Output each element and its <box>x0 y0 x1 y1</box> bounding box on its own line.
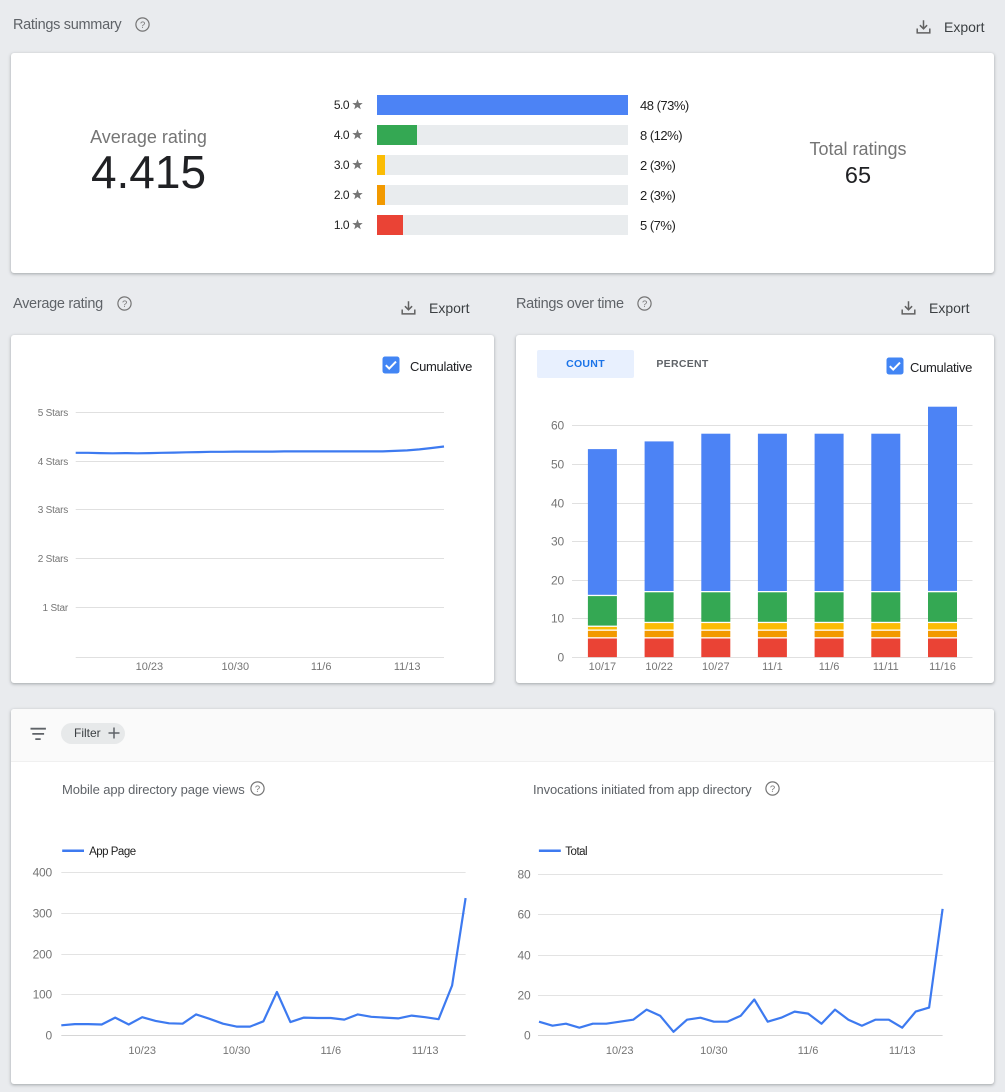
svg-text:10/17: 10/17 <box>589 661 617 673</box>
svg-text:10/30: 10/30 <box>223 1045 251 1057</box>
svg-text:11/16: 11/16 <box>929 661 956 673</box>
svg-text:11/6: 11/6 <box>798 1045 819 1057</box>
svg-text:30: 30 <box>551 535 564 549</box>
svg-text:11/13: 11/13 <box>889 1045 916 1057</box>
svg-text:11/6: 11/6 <box>321 1045 342 1057</box>
svg-text:0: 0 <box>558 651 565 665</box>
svg-text:20: 20 <box>551 574 564 588</box>
svg-text:300: 300 <box>33 907 53 921</box>
svg-text:100: 100 <box>33 988 53 1002</box>
svg-text:11/13: 11/13 <box>412 1045 439 1057</box>
svg-text:11/1: 11/1 <box>762 661 783 673</box>
svg-text:10/23: 10/23 <box>128 1045 156 1057</box>
svg-text:1 Star: 1 Star <box>43 603 69 614</box>
svg-text:?: ? <box>642 299 647 310</box>
svg-text:10/27: 10/27 <box>702 661 730 673</box>
svg-text:11/11: 11/11 <box>873 661 899 673</box>
svg-text:200: 200 <box>33 948 53 962</box>
svg-text:3 Stars: 3 Stars <box>38 505 68 516</box>
svg-text:400: 400 <box>33 866 53 880</box>
svg-text:40: 40 <box>551 497 564 511</box>
svg-text:0: 0 <box>46 1029 53 1043</box>
svg-text:10/23: 10/23 <box>606 1045 634 1057</box>
svg-text:10/23: 10/23 <box>136 661 164 673</box>
svg-text:?: ? <box>770 783 775 794</box>
svg-text:2 Stars: 2 Stars <box>38 554 68 565</box>
svg-text:App Page: App Page <box>89 846 136 858</box>
svg-text:11/6: 11/6 <box>819 661 840 673</box>
svg-text:11/6: 11/6 <box>311 661 332 673</box>
svg-text:10/30: 10/30 <box>700 1045 728 1057</box>
svg-text:?: ? <box>140 20 145 31</box>
svg-text:10: 10 <box>551 612 564 626</box>
svg-text:60: 60 <box>518 908 531 922</box>
svg-text:11/13: 11/13 <box>394 661 421 673</box>
svg-text:0: 0 <box>524 1029 531 1043</box>
svg-text:20: 20 <box>518 989 531 1003</box>
svg-text:50: 50 <box>551 458 564 472</box>
svg-text:80: 80 <box>518 868 531 882</box>
svg-text:4 Stars: 4 Stars <box>38 457 68 468</box>
svg-text:10/22: 10/22 <box>645 661 673 673</box>
svg-text:60: 60 <box>551 419 564 433</box>
svg-text:40: 40 <box>518 949 531 963</box>
svg-text:5 Stars: 5 Stars <box>38 408 68 419</box>
svg-text:?: ? <box>122 299 127 310</box>
svg-text:Total: Total <box>565 846 587 858</box>
svg-text:?: ? <box>255 783 260 794</box>
svg-text:10/30: 10/30 <box>222 661 250 673</box>
